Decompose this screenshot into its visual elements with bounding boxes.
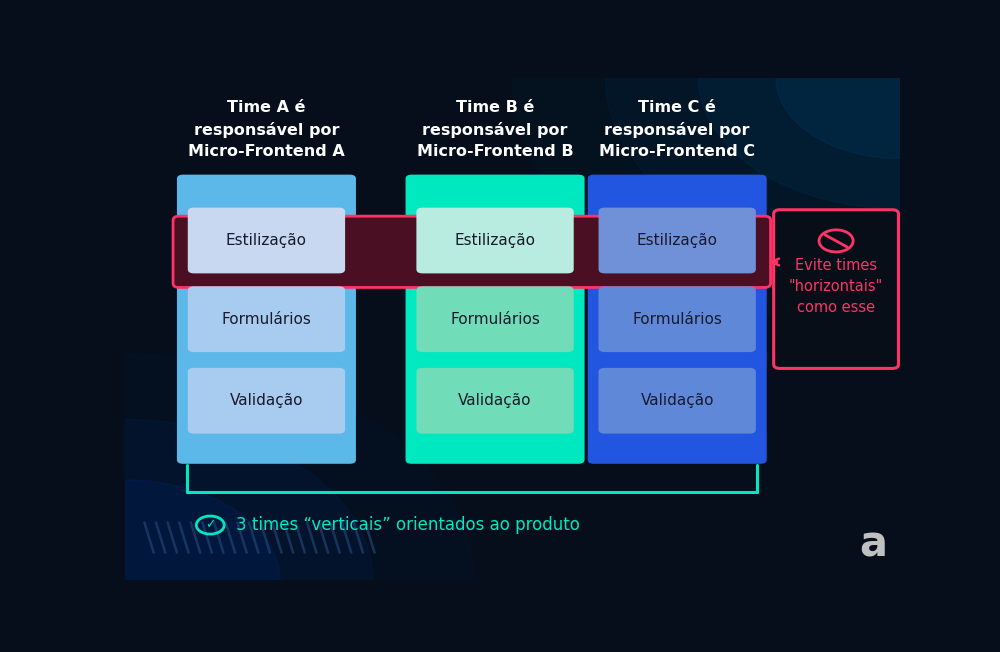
FancyBboxPatch shape [188, 207, 345, 273]
Text: Time A é
responsável por
Micro-Frontend A: Time A é responsável por Micro-Frontend … [188, 100, 345, 158]
Text: Estilização: Estilização [455, 233, 536, 248]
Text: Estilização: Estilização [226, 233, 307, 248]
Text: Time B é
responsável por
Micro-Frontend B: Time B é responsável por Micro-Frontend … [417, 100, 573, 158]
FancyBboxPatch shape [416, 368, 574, 434]
FancyBboxPatch shape [599, 207, 756, 273]
FancyBboxPatch shape [416, 286, 574, 352]
Text: a: a [859, 523, 887, 565]
Text: Time C é
responsável por
Micro-Frontend C: Time C é responsável por Micro-Frontend … [599, 100, 755, 158]
FancyBboxPatch shape [416, 207, 574, 273]
FancyBboxPatch shape [177, 175, 356, 464]
Text: Validação: Validação [640, 393, 714, 408]
Text: Formulários: Formulários [222, 312, 311, 327]
Text: Validação: Validação [458, 393, 532, 408]
Text: 3 times “verticais” orientados ao produto: 3 times “verticais” orientados ao produt… [236, 516, 580, 534]
FancyBboxPatch shape [406, 175, 585, 464]
FancyBboxPatch shape [188, 368, 345, 434]
Text: Validação: Validação [230, 393, 303, 408]
Circle shape [0, 420, 373, 652]
Circle shape [776, 0, 1000, 158]
FancyBboxPatch shape [173, 216, 771, 288]
FancyBboxPatch shape [599, 368, 756, 434]
FancyBboxPatch shape [599, 286, 756, 352]
Text: Estilização: Estilização [637, 233, 718, 248]
Circle shape [606, 0, 1000, 269]
Circle shape [698, 0, 1000, 209]
Circle shape [0, 480, 280, 652]
FancyBboxPatch shape [588, 175, 767, 464]
FancyBboxPatch shape [188, 286, 345, 352]
Text: Formulários: Formulários [632, 312, 722, 327]
Text: Formulários: Formulários [450, 312, 540, 327]
Text: ✓: ✓ [205, 518, 216, 531]
FancyBboxPatch shape [774, 210, 898, 368]
Text: Evite times
"horizontais"
como esse: Evite times "horizontais" como esse [789, 258, 883, 314]
